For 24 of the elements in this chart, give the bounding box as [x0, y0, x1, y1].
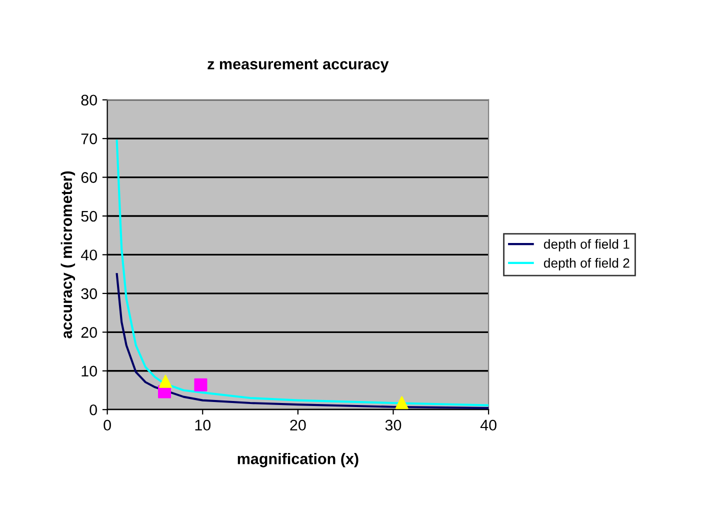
chart-title: z measurement accuracy	[208, 59, 389, 72]
legend-label: depth of field 2	[544, 258, 630, 270]
y-axis-title: accuracy ( micrometer)	[60, 171, 76, 338]
line-series	[116, 140, 489, 406]
x-tick-label: 10	[195, 420, 211, 431]
point	[158, 374, 172, 388]
legend-label: depth of field 1	[544, 239, 630, 252]
x-tick-label: 20	[290, 420, 306, 431]
y-tick-label: 20	[81, 327, 97, 338]
y-tick-label: 40	[80, 250, 97, 260]
y-tick-label: 70	[81, 133, 97, 144]
y-tick-label: 60	[81, 172, 97, 183]
y-tick-label: 10	[82, 366, 97, 377]
y-tick-label: 80	[81, 94, 97, 106]
y-tick-label: 0	[90, 404, 97, 416]
x-tick-label: 30	[385, 420, 402, 431]
point	[395, 396, 408, 410]
y-tick-label: 50	[81, 210, 97, 222]
y-tick-label: 30	[81, 288, 97, 300]
x-axis-title: magnification (x)	[238, 453, 358, 468]
point	[194, 378, 208, 392]
x-tick-label: 40	[480, 420, 496, 431]
x-tick-label: 0	[104, 420, 111, 431]
line-series	[116, 273, 489, 410]
